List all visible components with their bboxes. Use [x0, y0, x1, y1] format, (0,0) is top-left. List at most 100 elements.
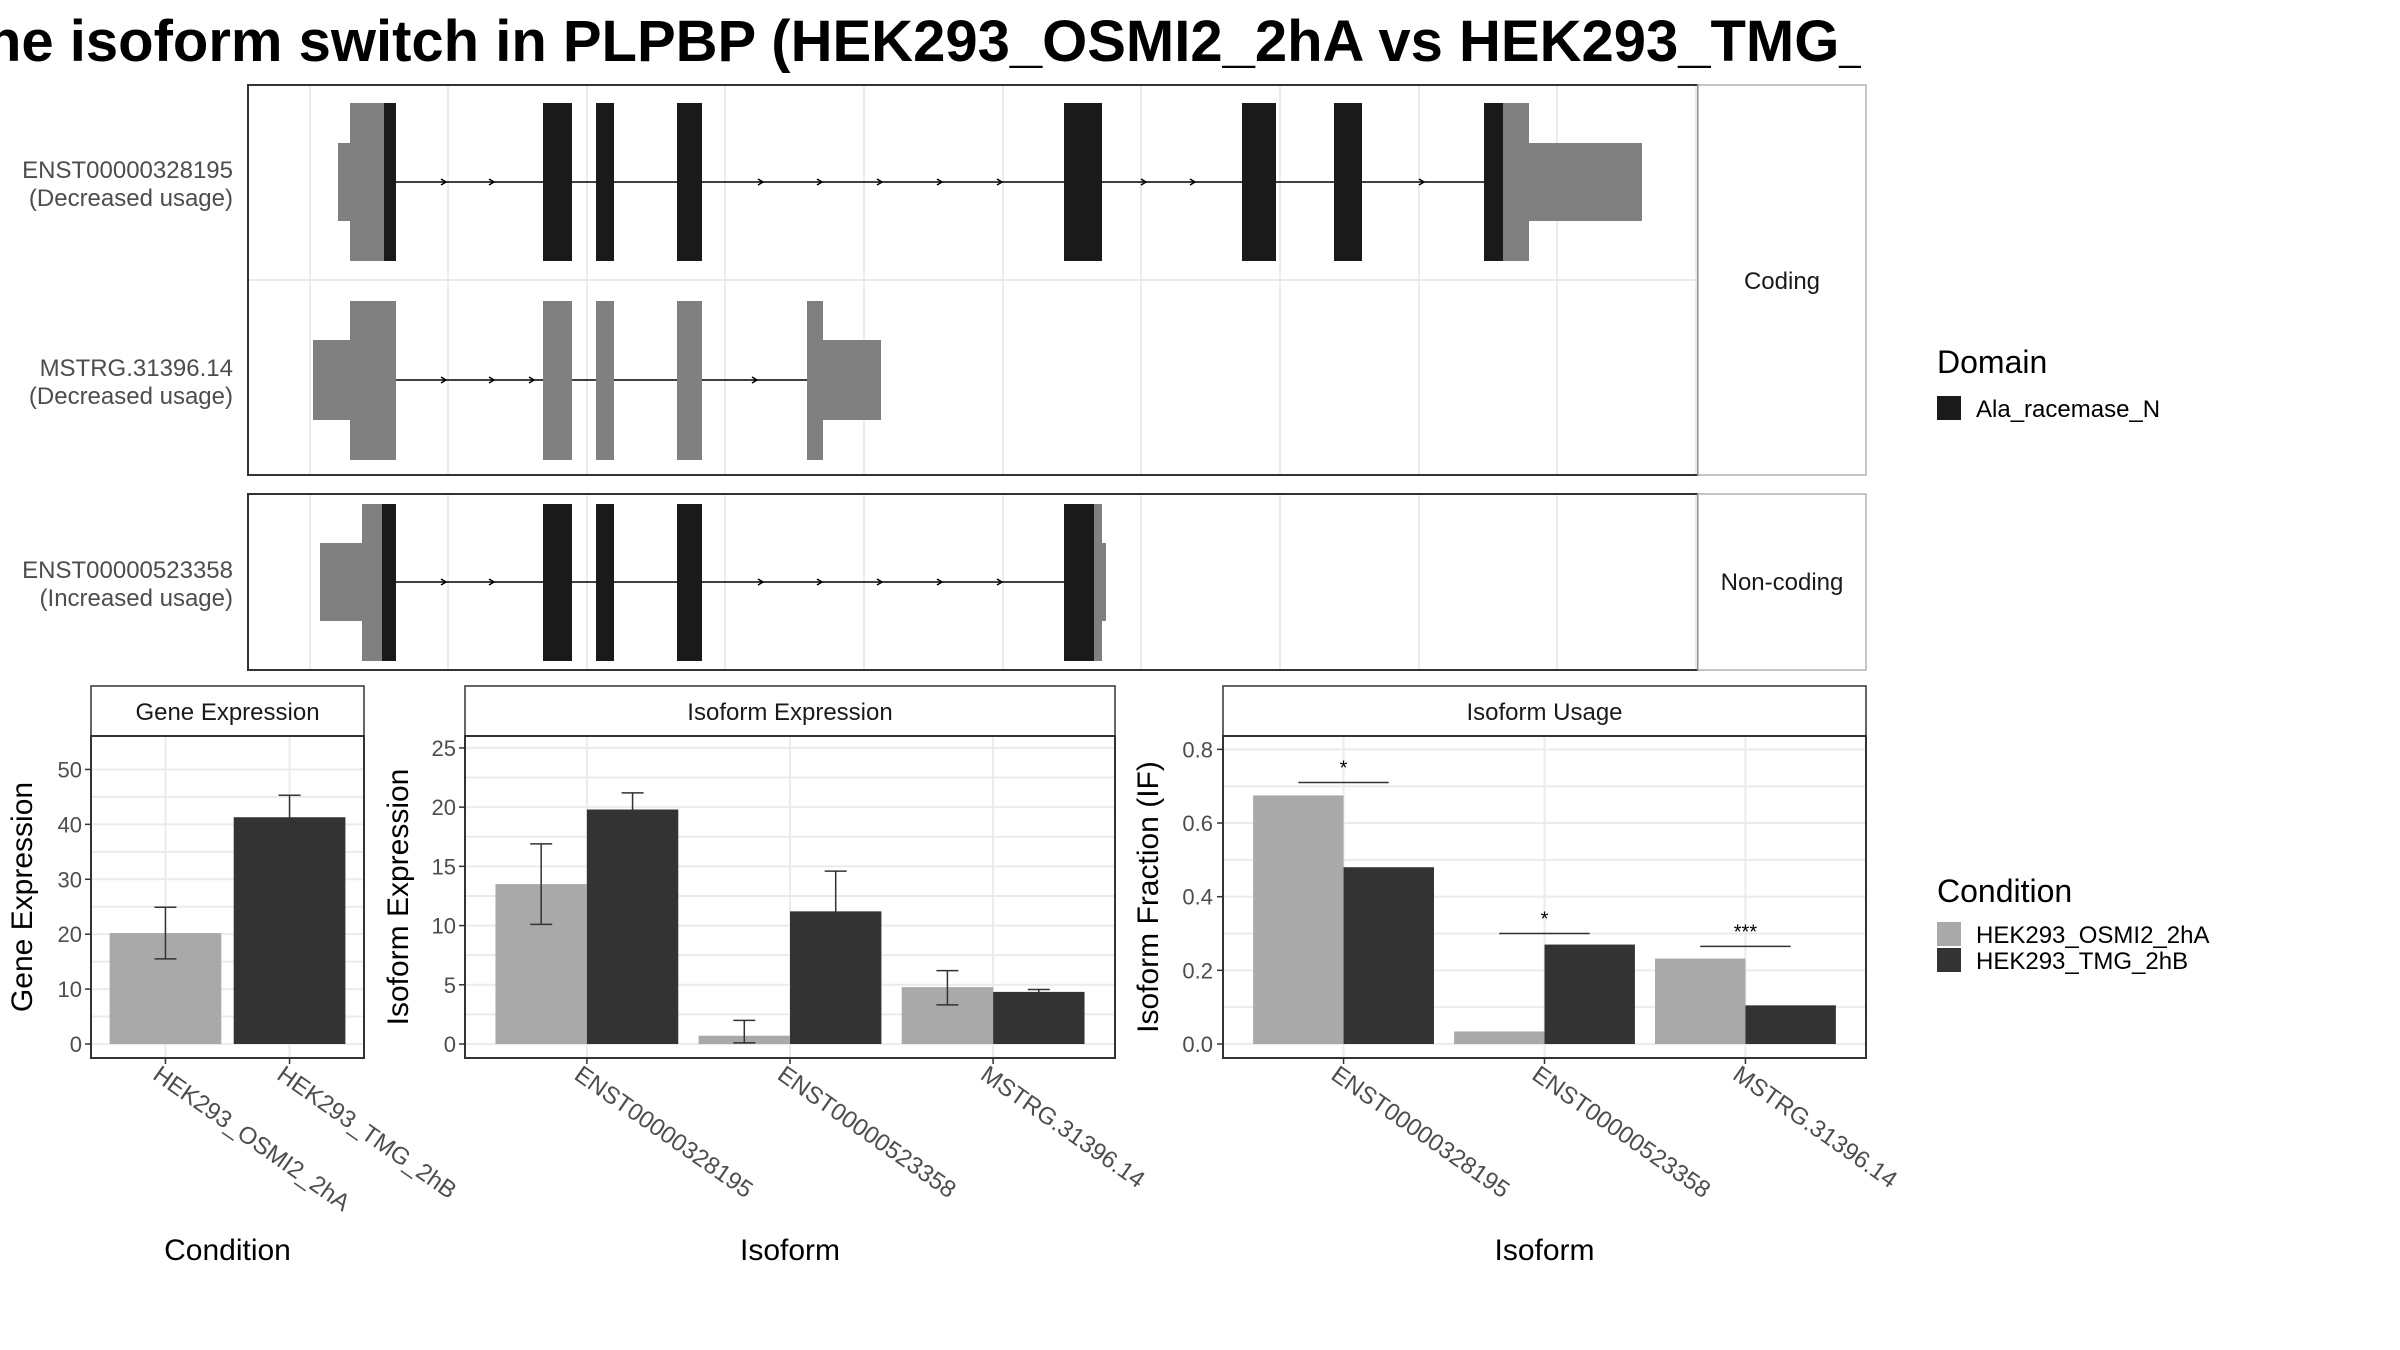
utr-exon — [338, 143, 350, 221]
panel-title: Isoform Expression — [687, 699, 892, 726]
domain-exon — [1242, 103, 1276, 261]
y-tick-label: 0 — [444, 1032, 456, 1057]
bar — [993, 991, 1085, 1044]
domain-legend-key — [1937, 396, 1961, 420]
y-tick-label: 20 — [58, 922, 82, 947]
bar — [1454, 1031, 1545, 1044]
x-tick-label: ENST00000328195 — [1326, 1061, 1514, 1204]
x-tick-label: ENST00000523358 — [1527, 1061, 1715, 1204]
x-axis-title: Isoform — [1494, 1234, 1594, 1267]
strand-arrows — [440, 178, 1426, 186]
coding-strip-label: Coding — [1744, 268, 1820, 295]
track-enst00000328195 — [338, 103, 1642, 261]
bar — [1655, 958, 1746, 1044]
utr-exon — [596, 301, 614, 460]
bar — [1343, 867, 1434, 1044]
x-tick-label: ENST00000328195 — [569, 1061, 757, 1204]
track-label-note: (Increased usage) — [40, 585, 233, 612]
utr-exon — [1529, 143, 1642, 221]
condition-legend: Condition HEK293_OSMI2_2hA HEK293_TMG_2h… — [1937, 873, 2209, 975]
x-axis-title: Isoform — [740, 1234, 840, 1267]
y-tick-label: 25 — [432, 736, 456, 761]
domain-legend: Domain Ala_racemase_N — [1937, 344, 2160, 423]
coding-strip — [1697, 84, 1867, 476]
panel-strip — [1222, 685, 1867, 737]
y-tick-label: 20 — [432, 795, 456, 820]
utr-exon — [350, 301, 396, 460]
y-tick-label: 15 — [432, 854, 456, 879]
domain-exon — [384, 103, 396, 261]
y-tick-label: 50 — [58, 757, 82, 782]
x-tick-label: ENST00000523358 — [773, 1061, 961, 1204]
y-tick-label: 0.4 — [1182, 885, 1213, 910]
figure-title: he isoform switch in PLPBP (HEK293_OSMI2… — [0, 9, 1861, 74]
utr-exon — [1503, 103, 1529, 261]
track-enst00000523358 — [320, 504, 1106, 661]
y-tick-label: 40 — [58, 812, 82, 837]
domain-exon — [1334, 103, 1362, 261]
bar — [586, 809, 679, 1044]
domain-exon — [596, 504, 614, 661]
utr-exon — [543, 301, 572, 460]
isoform-usage-chart: Isoform Usage 0.0 0.2 0.4 0.6 0.8 ENST00000328… — [1132, 685, 1902, 1267]
utr-exon — [823, 340, 881, 420]
utr-exon — [362, 504, 382, 661]
track-label-id: MSTRG.31396.14 — [40, 355, 233, 382]
track-label-note: (Decreased usage) — [29, 383, 233, 410]
domain-exon — [1064, 504, 1094, 661]
panel-title: Gene Expression — [135, 699, 319, 726]
condition-legend-title: Condition — [1937, 873, 2072, 909]
noncoding-strip-label: Non-coding — [1721, 569, 1844, 596]
domain-exon — [543, 103, 572, 261]
bar — [1544, 944, 1635, 1044]
condition-legend-label-b: HEK293_TMG_2hB — [1976, 948, 2188, 975]
utr-exon — [1094, 504, 1102, 661]
y-tick-label: 5 — [444, 973, 456, 998]
utr-exon — [350, 103, 384, 261]
track-mstrg-31396-14 — [313, 301, 881, 460]
condition-legend-key-b — [1937, 948, 1961, 972]
x-tick-label: MSTRG.31396.14 — [1728, 1061, 1902, 1194]
bar — [233, 817, 346, 1044]
domain-legend-title: Domain — [1937, 344, 2047, 380]
isoform-expression-chart: Isoform Expression 0 5 10 15 20 25 ENST00000328… — [382, 685, 1150, 1267]
coding-transcript-panel: Coding ENST00000328195 (Decreased usage)… — [22, 84, 1867, 476]
y-axis-title: Isoform Expression — [382, 769, 415, 1026]
y-tick-label: 10 — [432, 914, 456, 939]
bar — [1253, 795, 1344, 1044]
y-tick-label: 0 — [70, 1032, 82, 1057]
x-tick-label: MSTRG.31396.14 — [976, 1061, 1150, 1194]
y-tick-label: 30 — [58, 867, 82, 892]
significance-label: *** — [1734, 921, 1758, 943]
strand-arrows — [440, 578, 1004, 586]
domain-exon — [1484, 103, 1503, 261]
x-tick-label: HEK293_OSMI2_2hA — [148, 1061, 355, 1217]
domain-exon — [677, 103, 702, 261]
panel-title: Isoform Usage — [1466, 699, 1622, 726]
domain-exon — [677, 504, 702, 661]
x-axis-title: Condition — [164, 1234, 291, 1267]
utr-exon — [1102, 543, 1106, 621]
track-label-id: ENST00000523358 — [22, 557, 233, 584]
y-axis-title: Isoform Fraction (IF) — [1132, 761, 1165, 1033]
significance-label: * — [1340, 758, 1348, 780]
utr-exon — [677, 301, 702, 460]
condition-legend-label-a: HEK293_OSMI2_2hA — [1976, 922, 2209, 949]
domain-exon — [543, 504, 572, 661]
track-label-note: (Decreased usage) — [29, 185, 233, 212]
utr-exon — [320, 543, 362, 621]
y-tick-label: 0.0 — [1182, 1032, 1213, 1057]
bar — [1745, 1005, 1836, 1044]
utr-exon — [313, 340, 350, 420]
gene-expression-chart: Gene Expression01020304050HEK293_OSMI2_2… — [6, 685, 461, 1267]
panel-strip — [90, 685, 365, 737]
domain-legend-label: Ala_racemase_N — [1976, 396, 2160, 423]
domain-exon — [382, 504, 396, 661]
condition-legend-key-a — [1937, 922, 1961, 946]
y-axis-title: Gene Expression — [6, 782, 39, 1012]
y-tick-label: 0.2 — [1182, 958, 1213, 983]
panel-strip — [464, 685, 1116, 737]
noncoding-transcript-panel: Non-coding ENST00000523358 (Increased us… — [22, 493, 1867, 671]
noncoding-strip — [1697, 493, 1867, 671]
